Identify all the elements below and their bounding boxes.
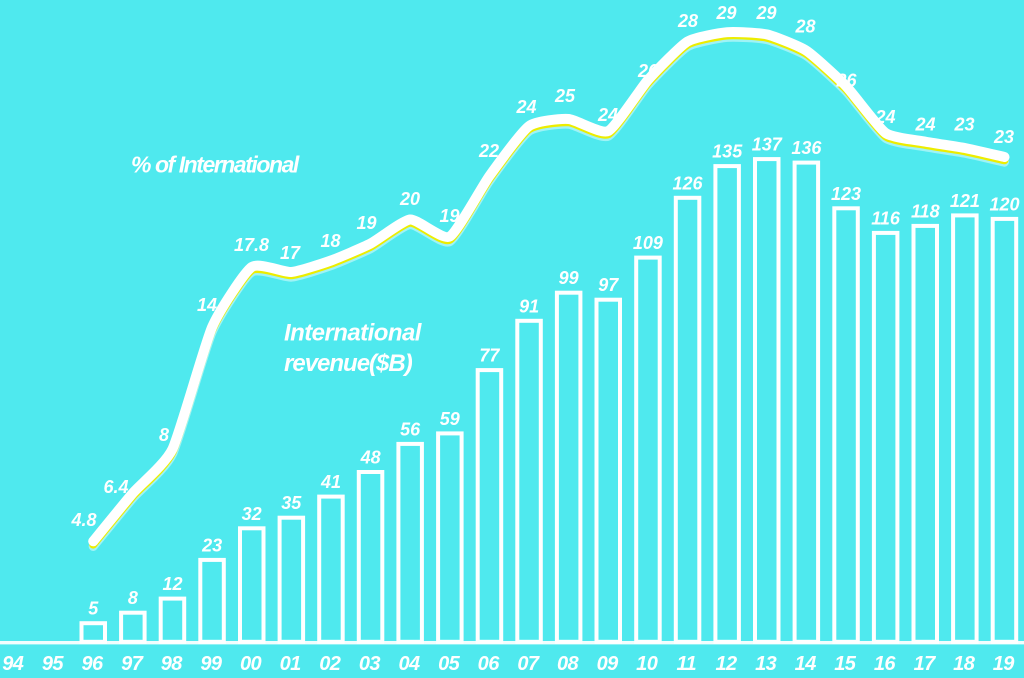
svg-text:94: 94 — [2, 653, 24, 675]
svg-text:23: 23 — [993, 127, 1014, 147]
svg-text:123: 123 — [831, 184, 861, 204]
svg-text:09: 09 — [597, 653, 620, 675]
svg-text:12: 12 — [162, 574, 182, 594]
svg-text:35: 35 — [281, 493, 302, 513]
svg-text:18: 18 — [953, 653, 976, 675]
svg-text:99: 99 — [559, 268, 579, 288]
svg-text:revenue($B): revenue($B) — [284, 350, 413, 377]
svg-text:28: 28 — [677, 11, 698, 31]
svg-text:59: 59 — [440, 409, 460, 429]
svg-text:00: 00 — [240, 653, 262, 675]
svg-text:29: 29 — [715, 3, 736, 23]
svg-text:25: 25 — [554, 86, 576, 106]
svg-text:91: 91 — [519, 296, 539, 316]
svg-text:24: 24 — [515, 97, 536, 117]
svg-text:41: 41 — [320, 472, 341, 492]
svg-text:136: 136 — [791, 138, 822, 158]
svg-text:10: 10 — [636, 653, 658, 675]
svg-text:% of International: % of International — [131, 152, 300, 178]
svg-text:135: 135 — [712, 142, 743, 162]
svg-text:98: 98 — [161, 653, 184, 675]
svg-text:26: 26 — [637, 61, 659, 81]
svg-text:12: 12 — [715, 653, 737, 675]
svg-text:6.4: 6.4 — [103, 477, 128, 497]
svg-text:32: 32 — [242, 504, 262, 524]
svg-text:17: 17 — [280, 243, 301, 263]
svg-text:02: 02 — [319, 653, 341, 675]
svg-text:26: 26 — [835, 71, 857, 91]
svg-text:109: 109 — [633, 233, 663, 253]
svg-text:4.8: 4.8 — [70, 510, 96, 530]
svg-text:17: 17 — [914, 653, 937, 675]
svg-text:126: 126 — [672, 173, 703, 193]
svg-text:14: 14 — [795, 653, 817, 675]
svg-text:121: 121 — [950, 191, 980, 211]
svg-text:22: 22 — [478, 141, 499, 161]
svg-text:11: 11 — [677, 653, 697, 675]
svg-text:97: 97 — [598, 275, 619, 295]
svg-text:116: 116 — [871, 208, 901, 228]
svg-text:14: 14 — [197, 295, 217, 315]
svg-text:04: 04 — [398, 653, 420, 675]
svg-text:24: 24 — [597, 105, 618, 125]
svg-text:77: 77 — [479, 346, 500, 366]
svg-text:07: 07 — [517, 653, 540, 675]
svg-text:97: 97 — [121, 653, 144, 675]
svg-text:137: 137 — [752, 135, 783, 155]
svg-text:48: 48 — [360, 448, 381, 468]
svg-text:17.8: 17.8 — [234, 235, 269, 255]
svg-text:18: 18 — [320, 231, 340, 251]
svg-text:8: 8 — [128, 588, 138, 608]
svg-text:23: 23 — [201, 535, 222, 555]
svg-text:20: 20 — [399, 189, 420, 209]
svg-text:13: 13 — [755, 653, 777, 675]
svg-text:06: 06 — [478, 653, 501, 675]
svg-text:08: 08 — [557, 653, 580, 675]
svg-text:19: 19 — [993, 653, 1016, 675]
svg-text:23: 23 — [953, 115, 974, 135]
svg-text:03: 03 — [359, 653, 381, 675]
svg-text:95: 95 — [42, 653, 65, 675]
svg-text:56: 56 — [400, 419, 421, 439]
svg-text:19: 19 — [439, 206, 459, 226]
svg-text:29: 29 — [755, 3, 776, 23]
svg-text:118: 118 — [911, 201, 940, 221]
svg-text:05: 05 — [438, 653, 461, 675]
svg-text:19: 19 — [356, 213, 376, 233]
svg-text:24: 24 — [874, 107, 895, 127]
svg-text:96: 96 — [81, 653, 104, 675]
svg-text:8: 8 — [159, 425, 169, 445]
svg-text:99: 99 — [200, 653, 223, 675]
svg-text:120: 120 — [989, 194, 1019, 214]
svg-text:5: 5 — [88, 599, 99, 619]
svg-text:16: 16 — [874, 653, 897, 675]
svg-text:28: 28 — [794, 17, 815, 37]
svg-text:15: 15 — [834, 653, 857, 675]
svg-text:24: 24 — [914, 115, 935, 135]
svg-text:International: International — [284, 320, 423, 347]
svg-text:01: 01 — [280, 653, 302, 675]
